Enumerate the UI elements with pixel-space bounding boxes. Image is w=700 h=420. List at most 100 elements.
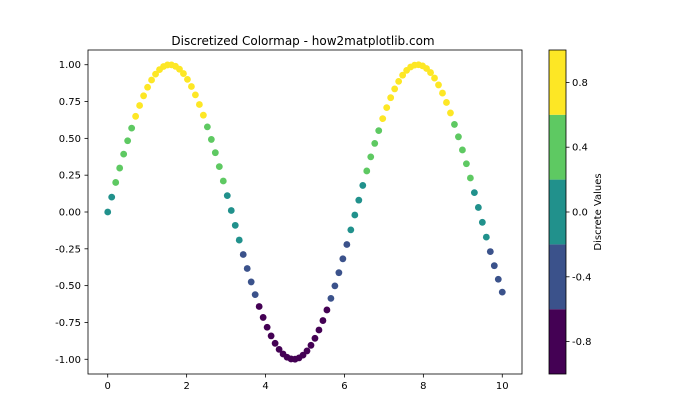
data-point — [227, 207, 235, 214]
data-point — [470, 189, 478, 197]
data-point — [351, 211, 359, 219]
data-point — [255, 303, 263, 310]
data-point — [439, 89, 446, 97]
colorbar-segment — [549, 309, 566, 374]
data-point — [251, 291, 259, 299]
x-tick-label: 6 — [341, 381, 347, 392]
data-point — [482, 233, 490, 241]
data-point — [108, 193, 116, 201]
x-tick-label: 4 — [262, 381, 268, 392]
data-point — [343, 241, 351, 248]
data-point — [443, 99, 450, 106]
data-point — [152, 70, 159, 78]
data-point — [459, 146, 466, 154]
data-point — [367, 153, 375, 161]
data-point — [124, 137, 132, 145]
colorbar: -0.8 -0.4 0.0 0.4 0.8 Discrete Values — [548, 49, 604, 375]
data-point — [486, 248, 494, 255]
data-point — [263, 323, 271, 331]
x-tick-label: 10 — [496, 381, 509, 392]
data-point — [323, 306, 331, 314]
y-tick-label: -1.00 — [55, 355, 81, 366]
data-point — [239, 251, 247, 258]
data-point — [339, 255, 347, 263]
data-point — [494, 275, 502, 283]
data-point — [315, 326, 323, 334]
data-point — [112, 179, 120, 186]
data-point — [104, 208, 112, 216]
data-point — [463, 160, 470, 168]
data-point — [427, 69, 434, 76]
data-point — [259, 314, 267, 321]
data-point — [223, 192, 231, 200]
data-point — [447, 109, 454, 117]
colorbar-tick-label: 0.8 — [572, 78, 588, 89]
data-point — [455, 133, 462, 141]
y-tick-label: 0.00 — [59, 208, 81, 219]
colorbar-tick-label: 0.4 — [572, 143, 588, 154]
data-point — [148, 76, 155, 84]
data-point — [451, 121, 458, 128]
y-tick-label: -0.25 — [55, 244, 81, 255]
data-point — [243, 265, 251, 272]
colorbar-segment — [549, 50, 566, 115]
data-point — [188, 83, 195, 90]
y-tick-label: -0.75 — [55, 318, 81, 329]
data-point — [379, 115, 387, 123]
plot-area: 0 2 4 6 8 10 -1.00 -0.75 -0.50 -0.25 0.00 0.25 0.50 0… — [55, 49, 523, 392]
data-point — [371, 140, 379, 147]
data-point — [399, 71, 407, 79]
y-tick-label: 0.25 — [59, 171, 81, 182]
y-tick-label: 1.00 — [59, 60, 81, 71]
colorbar-segment — [549, 179, 566, 245]
data-point — [431, 74, 438, 82]
data-point — [271, 339, 279, 347]
data-point — [219, 177, 227, 185]
data-point — [207, 136, 215, 143]
data-point — [116, 164, 124, 172]
chart-title: Discretized Colormap - how2matplotlib.co… — [171, 34, 434, 48]
colorbar-label: Discrete Values — [593, 173, 604, 250]
data-point — [176, 65, 183, 73]
data-point — [136, 102, 144, 109]
x-tick-label: 8 — [420, 381, 426, 392]
data-point — [375, 127, 383, 135]
data-point — [180, 70, 187, 77]
data-point — [355, 196, 363, 204]
data-point — [192, 91, 199, 99]
colorbar-segment — [549, 244, 566, 310]
colorbar-tick-label: -0.8 — [572, 337, 592, 348]
data-point — [319, 317, 327, 324]
data-point — [247, 278, 255, 286]
data-point — [303, 347, 311, 355]
y-tick-label: -0.50 — [55, 281, 81, 292]
data-point — [359, 182, 367, 189]
data-point — [199, 111, 207, 119]
data-point — [335, 269, 343, 277]
data-point — [474, 204, 482, 211]
plot-frame — [87, 49, 523, 375]
data-point — [140, 92, 148, 100]
colorbar-segment — [549, 114, 566, 180]
data-point — [132, 112, 140, 120]
data-point — [327, 294, 335, 302]
data-point — [387, 94, 395, 102]
data-point — [311, 334, 319, 342]
data-point — [466, 174, 474, 182]
data-point — [195, 101, 203, 108]
data-point — [215, 163, 223, 171]
data-point — [363, 167, 371, 175]
x-tick-label: 0 — [105, 381, 111, 392]
data-point — [435, 81, 442, 89]
colorbar-tick-label: -0.4 — [572, 272, 592, 283]
colorbar-tick-label: 0.0 — [572, 208, 588, 219]
x-tick-label: 2 — [183, 381, 189, 392]
data-point — [395, 77, 403, 85]
data-point — [478, 218, 486, 226]
data-point — [203, 123, 211, 131]
data-point — [383, 104, 391, 112]
y-tick-label: 0.75 — [59, 97, 81, 108]
data-point — [347, 226, 355, 234]
